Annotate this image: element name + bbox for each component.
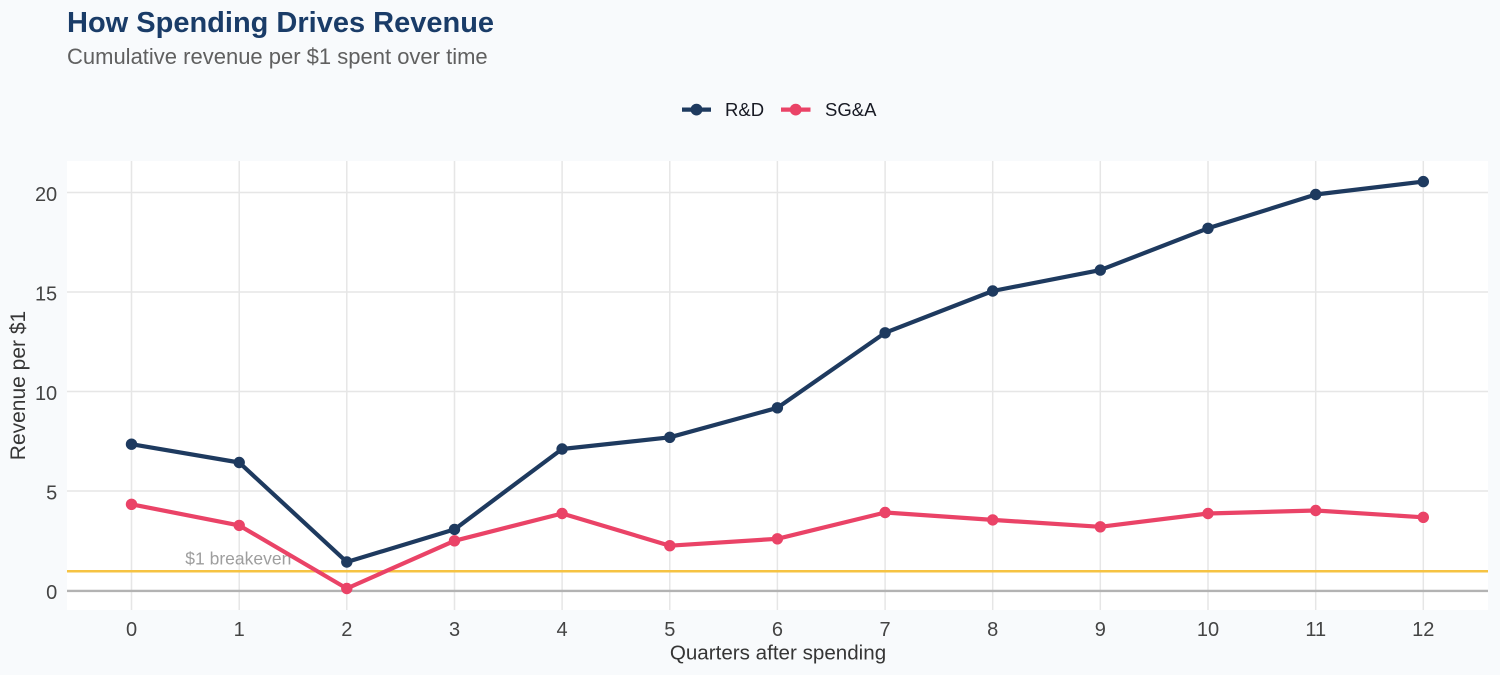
- svg-text:$1 breakeven: $1 breakeven: [185, 549, 291, 569]
- svg-text:2: 2: [341, 619, 352, 641]
- svg-text:8: 8: [987, 619, 998, 641]
- svg-text:12: 12: [1412, 619, 1434, 641]
- svg-text:R&D: R&D: [725, 99, 764, 120]
- svg-text:1: 1: [234, 619, 245, 641]
- svg-text:4: 4: [557, 619, 568, 641]
- svg-text:15: 15: [35, 283, 57, 305]
- svg-text:3: 3: [449, 619, 460, 641]
- svg-text:SG&A: SG&A: [825, 99, 877, 120]
- svg-text:5: 5: [46, 482, 57, 504]
- svg-text:6: 6: [772, 619, 783, 641]
- svg-text:10: 10: [35, 383, 57, 405]
- svg-text:10: 10: [1197, 619, 1219, 641]
- svg-text:9: 9: [1095, 619, 1106, 641]
- svg-text:7: 7: [880, 619, 891, 641]
- svg-text:Quarters after spending: Quarters after spending: [670, 642, 886, 665]
- svg-text:0: 0: [46, 582, 57, 604]
- svg-text:5: 5: [664, 619, 675, 641]
- svg-text:Revenue per $1: Revenue per $1: [7, 311, 30, 460]
- svg-text:0: 0: [126, 619, 137, 641]
- svg-text:20: 20: [35, 184, 57, 206]
- svg-text:11: 11: [1305, 619, 1326, 641]
